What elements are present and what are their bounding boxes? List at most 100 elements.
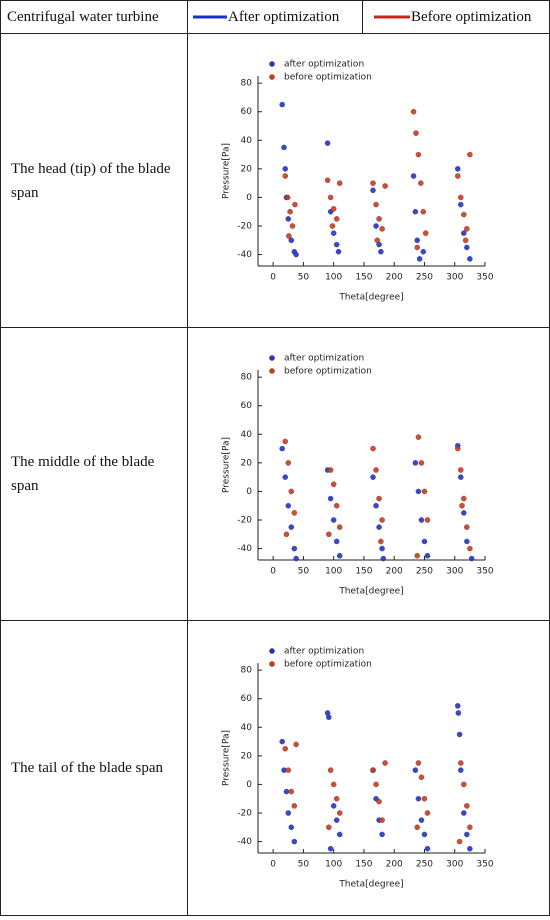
y-axis-label: Pressure[Pa]: [222, 730, 232, 786]
scatter-point: [282, 166, 288, 172]
scatter-point: [459, 502, 465, 509]
header-cell: Centrifugal water turbine: [0, 0, 188, 34]
scatter-point: [461, 495, 467, 502]
scatter-point: [370, 187, 376, 194]
scatter-point: [415, 434, 422, 440]
scatter-point: [373, 502, 379, 509]
scatter-point: [464, 226, 470, 232]
scatter-point: [455, 703, 461, 709]
scatter-point: [333, 795, 340, 802]
scatter-point: [281, 144, 287, 151]
scatter-point: [455, 173, 461, 179]
scatter-point: [418, 774, 425, 781]
scatter-point: [458, 767, 464, 773]
scatter-point: [376, 524, 382, 530]
y-tick-label: 20: [241, 164, 253, 174]
scatter-point: [326, 824, 332, 831]
scatter-point: [379, 517, 385, 523]
scatter-point: [382, 760, 388, 766]
scatter-point: [293, 555, 299, 562]
scatter-point: [415, 795, 422, 802]
legend-marker: [269, 61, 275, 67]
scatter-point: [461, 211, 467, 218]
scatter-point: [327, 467, 334, 473]
scatter-point: [415, 760, 422, 766]
scatter-point: [324, 140, 331, 146]
scatter-point: [382, 183, 388, 189]
scatter-point: [370, 474, 376, 480]
scatter-point: [416, 256, 423, 262]
x-tick-label: 250: [416, 273, 433, 283]
header-text: Before optimization: [411, 8, 532, 25]
scatter-point: [293, 741, 299, 748]
scatter-point: [455, 445, 461, 452]
scatter-point: [421, 831, 428, 838]
scatter-point: [330, 206, 337, 212]
x-tick-label: 50: [298, 273, 310, 283]
scatter-point: [333, 538, 340, 545]
scatter-point: [283, 531, 290, 538]
legend-label: after optimization: [284, 647, 364, 657]
scatter-point: [288, 524, 295, 530]
scatter-point: [324, 177, 331, 184]
scatter-point: [456, 731, 463, 738]
x-tick-label: 0: [270, 567, 276, 577]
x-axis-label: Theta[degree]: [338, 293, 403, 303]
legend-marker: [269, 661, 275, 667]
scatter-point: [467, 824, 473, 831]
y-tick-label: -40: [237, 250, 252, 260]
y-tick-label: 40: [241, 723, 253, 733]
y-tick-label: 60: [241, 107, 253, 117]
scatter-point: [379, 226, 385, 232]
x-tick-label: 300: [446, 567, 463, 577]
scatter-point: [285, 767, 292, 773]
scatter-point: [284, 194, 291, 201]
scatter-point: [410, 173, 417, 179]
scatter-point: [279, 738, 285, 745]
scatter-point: [288, 824, 295, 831]
scatter-point: [330, 517, 337, 523]
scatter-point: [468, 555, 475, 562]
scatter-point: [379, 817, 385, 823]
scatter-point: [282, 474, 288, 480]
scatter-point: [380, 555, 387, 562]
scatter-point: [327, 194, 334, 201]
x-tick-label: 150: [355, 860, 372, 870]
scatter-point: [467, 151, 473, 158]
scatter-point: [336, 810, 343, 816]
legend-marker: [269, 368, 275, 374]
header-text: Centrifugal water turbine: [7, 8, 159, 25]
scatter-point: [335, 248, 342, 255]
scatter-point: [424, 517, 431, 523]
row-label-cell: The tail of the blade span: [0, 620, 188, 916]
scatter-point: [458, 760, 464, 766]
scatter-point: [282, 173, 288, 179]
scatter-point: [326, 531, 332, 538]
scatter-point: [421, 488, 428, 495]
legend-label: before optimization: [284, 73, 372, 83]
scatter-point: [285, 810, 292, 816]
row-label-cell: The head (tip) of the blade span: [0, 33, 188, 328]
x-tick-label: 0: [270, 860, 276, 870]
x-tick-label: 0: [270, 273, 276, 283]
scatter-point: [420, 248, 427, 255]
scatter-point: [283, 788, 290, 795]
scatter-point: [455, 710, 462, 716]
y-axis-label: Pressure[Pa]: [222, 143, 232, 199]
legend-marker: [269, 648, 275, 654]
x-tick-label: 350: [476, 273, 493, 283]
header-cell: After optimization: [187, 0, 363, 34]
x-tick-label: 150: [355, 567, 372, 577]
scatter-point: [458, 467, 464, 473]
y-tick-label: -20: [237, 809, 252, 819]
scatter-point: [326, 714, 332, 721]
x-tick-label: 100: [325, 860, 342, 870]
x-tick-label: 350: [476, 567, 493, 577]
x-tick-label: 50: [298, 860, 310, 870]
scatter-point: [467, 545, 473, 552]
scatter-point: [378, 248, 384, 255]
x-tick-label: 350: [476, 860, 493, 870]
x-tick-label: 200: [386, 860, 403, 870]
scatter-point: [414, 824, 420, 831]
legend-label: after optimization: [284, 60, 364, 70]
